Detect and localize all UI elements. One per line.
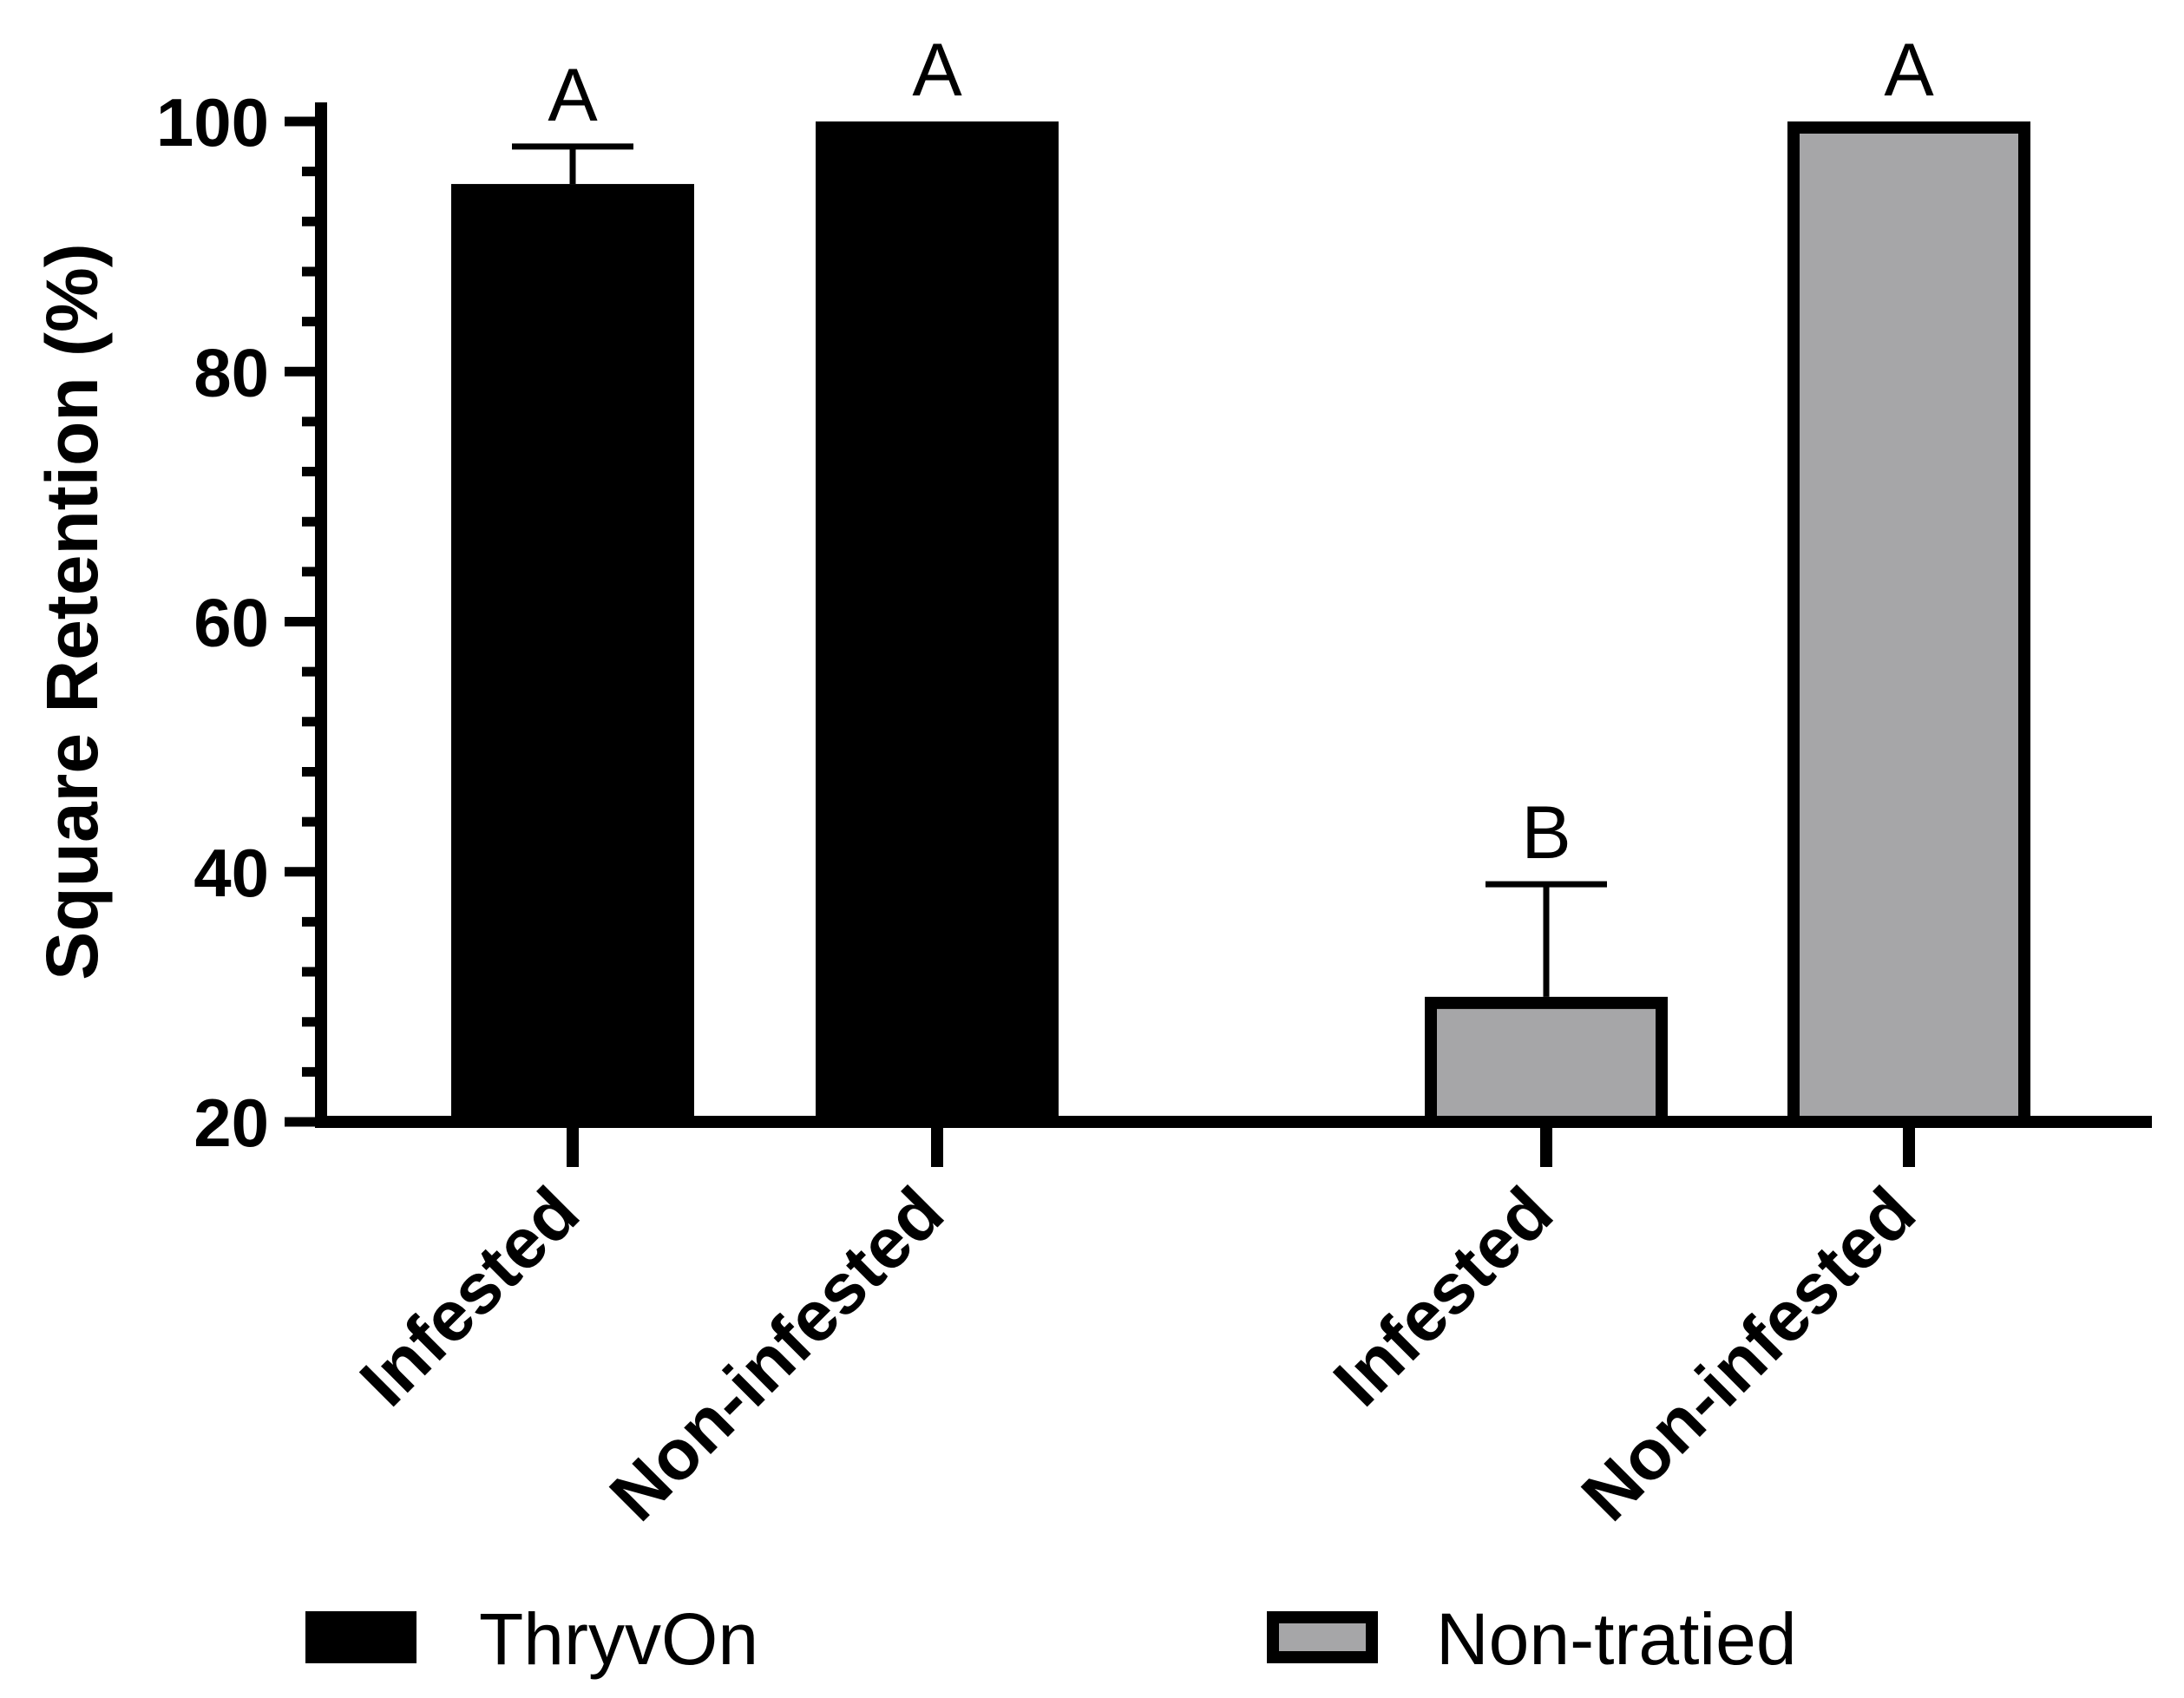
x-category-label: Infested [345, 1172, 594, 1421]
y-tick-label: 20 [193, 1085, 269, 1161]
legend: ThryvOn Non-tratied [305, 1598, 1797, 1680]
bar-non-tratied-infested [1425, 996, 1668, 1128]
x-category-label: Non-infested [595, 1172, 959, 1536]
x-category-label: Non-infested [1567, 1172, 1931, 1536]
significance-label: A [548, 54, 598, 137]
x-category-label: Infested [1319, 1172, 1568, 1421]
bar-thryvon-infested [451, 184, 694, 1122]
y-axis-title: Square Retention (%) [31, 243, 113, 980]
legend-label: ThryvOn [479, 1598, 758, 1680]
y-tick-label: 80 [193, 334, 269, 410]
bar-non-tratied-non-infested [1787, 121, 2030, 1128]
legend-swatch-non-tratied [1267, 1611, 1378, 1663]
x-axis: Infested Non-infested Infested Non-infested [315, 1116, 2152, 1536]
y-tick-label: 60 [193, 585, 269, 661]
significance-label: B [1521, 791, 1571, 875]
y-axis: 20 40 60 80 100 [156, 84, 327, 1161]
significance-label: A [1884, 29, 1934, 112]
significance-label: A [912, 29, 962, 112]
legend-swatch-thryvon [305, 1611, 416, 1663]
legend-label: Non-tratied [1436, 1598, 1797, 1680]
y-tick-label: 100 [156, 84, 269, 161]
bars: A A B A [451, 29, 2030, 1128]
y-tick-label: 40 [193, 835, 269, 911]
bar-thryvon-non-infested [816, 121, 1059, 1122]
